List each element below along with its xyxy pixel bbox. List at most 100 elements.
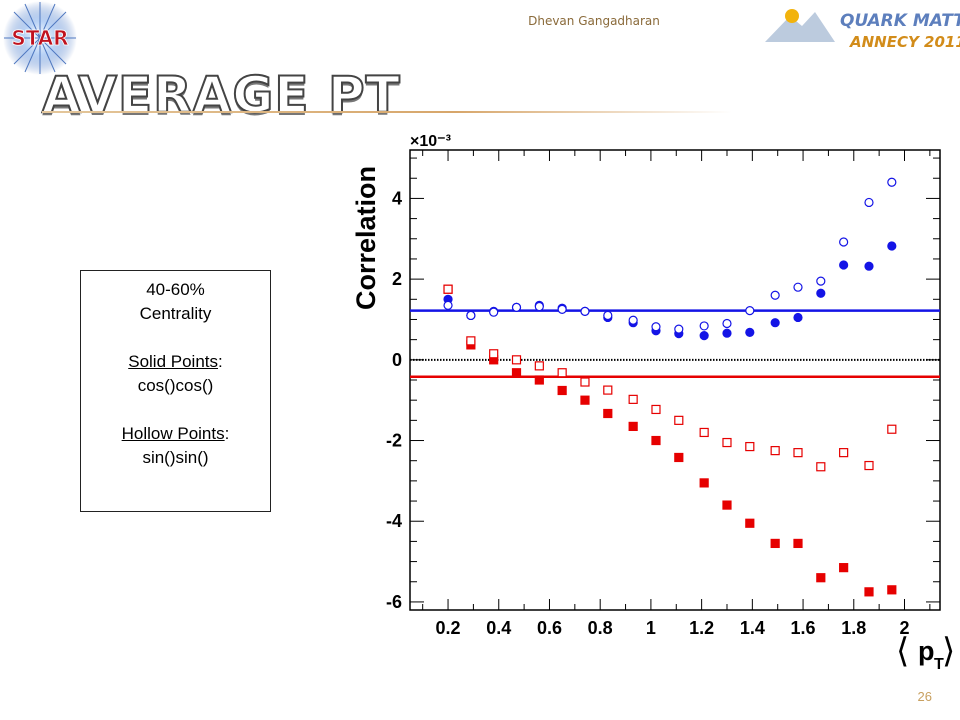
solid-red-square-point: [557, 385, 567, 396]
x-tick-label: 2: [899, 618, 909, 638]
y-tick-label: -4: [386, 511, 402, 531]
solid-red-square-point: [628, 421, 638, 432]
solid-red-square-point: [603, 408, 613, 419]
logo-line2: ANNECY 2011: [849, 33, 960, 51]
title-rule: [42, 111, 732, 113]
solid-blue-circle-point: [839, 260, 849, 270]
x-tick-label: 1.8: [841, 618, 866, 638]
x-tick-label: 0.8: [588, 618, 613, 638]
solid-red-square-point: [793, 538, 803, 549]
y-tick-label: 4: [392, 188, 402, 208]
x-tick-label: 0.6: [537, 618, 562, 638]
solid-blue-circle-point: [722, 328, 732, 338]
hollow-red-square-point: [534, 361, 544, 371]
centrality-label: Centrality: [139, 304, 212, 323]
x-tick-label: 1.4: [740, 618, 765, 638]
hollow-points-colon: :: [224, 424, 230, 443]
plot-frame: [409, 149, 941, 611]
hollow-blue-circle-point: [651, 322, 661, 332]
hollow-blue-circle-point: [839, 237, 849, 247]
solid-points-label: Solid Points: [128, 352, 219, 371]
hollow-red-square-point: [839, 448, 849, 458]
y-tick-label: -6: [386, 592, 402, 612]
hollow-blue-circle-point: [722, 318, 732, 329]
solid-red-square-point: [699, 478, 709, 488]
hollow-blue-circle-point: [770, 290, 780, 300]
solid-red-square-point: [580, 395, 590, 405]
hollow-blue-circle-point: [628, 315, 638, 325]
correlation-chart: 0.2 0.4 0.6 0.8 1 1.2 1.4 1.6 1.8 2 -6 -4 -2 0 2 4 ×10⁻…: [351, 133, 955, 673]
solid-blue-circle-point: [864, 261, 874, 271]
hollow-red-square-point: [511, 355, 522, 365]
hollow-red-square-point: [603, 385, 613, 395]
slide-title: AVERAGE PT: [41, 65, 401, 125]
quark-matter-logo: QUARK MATTER ANNECY 2011: [765, 9, 960, 51]
y-multiplier-label: ×10⁻³: [410, 133, 451, 150]
star-logo-text: STAR: [11, 26, 68, 50]
hollow-blue-circle-point: [511, 302, 522, 312]
x-tick-label: 1: [646, 618, 656, 638]
hollow-blue-circle-point: [489, 307, 499, 317]
author-name: Dhevan Gangadharan: [528, 14, 660, 28]
star-logo: STAR: [3, 1, 77, 75]
hollow-points-row: Hollow Points:: [81, 422, 270, 446]
logo-line1: QUARK MATTER: [840, 11, 960, 31]
hollow-blue-circle-point: [793, 282, 803, 292]
hollow-red-square-point: [887, 424, 897, 434]
solid-points-row: Solid Points:: [81, 350, 270, 374]
hollow-red-square-point: [722, 437, 732, 448]
y-tick-label: 2: [392, 269, 402, 289]
hollow-blue-circle-point: [699, 321, 709, 331]
x-tick-label: 1.6: [791, 618, 816, 638]
solid-blue-circle-point: [745, 327, 755, 337]
hollow-red-square-point: [674, 415, 684, 425]
hollow-points-value: sin()sin(): [142, 448, 209, 467]
x-tick-label: 0.2: [436, 618, 461, 638]
hollow-red-square-point: [745, 441, 755, 452]
solid-points-colon: :: [218, 352, 223, 371]
solid-red-square-point: [651, 435, 661, 446]
solid-red-square-point: [816, 573, 826, 583]
solid-red-square-point: [887, 585, 897, 595]
solid-red-square-point: [745, 518, 755, 528]
solid-blue-circle-point: [816, 288, 826, 298]
hollow-blue-circle-point: [557, 304, 567, 314]
hollow-red-square-point: [816, 462, 826, 472]
hollow-red-square-point: [793, 448, 803, 458]
hollow-red-square-point: [628, 394, 638, 404]
tick-labels: 0.2 0.4 0.6 0.8 1 1.2 1.4 1.6 1.8 2 -6 -4 -2 0 2 4: [386, 188, 910, 638]
x-tick-label: 0.4: [486, 618, 511, 638]
hollow-blue-circle-point: [745, 305, 755, 316]
solid-points-value: cos()cos(): [137, 376, 214, 395]
x-title-bracket-right: ⟩: [942, 631, 955, 671]
hollow-red-square-point: [557, 368, 567, 378]
solid-blue-circle-point: [793, 312, 803, 323]
hollow-blue-circle-point: [603, 310, 613, 321]
solid-red-square-point: [770, 538, 780, 549]
x-tick-label: 1.2: [689, 618, 714, 638]
data-points: [443, 177, 897, 597]
hollow-red-square-point: [489, 349, 499, 359]
solid-red-square-point: [839, 563, 849, 573]
x-title-bracket-left: ⟨: [896, 631, 909, 671]
hollow-blue-circle-point: [466, 310, 476, 321]
x-title-p: p: [918, 636, 935, 666]
info-box: 40-60% Centrality Solid Points: cos()cos…: [80, 270, 271, 512]
page-number: 26: [917, 689, 932, 704]
hollow-points-label: Hollow Points: [121, 424, 225, 443]
hollow-blue-circle-point: [674, 324, 684, 334]
solid-blue-circle-point: [770, 318, 780, 328]
hollow-blue-circle-point: [443, 300, 453, 310]
y-axis-title: Correlation: [351, 166, 381, 310]
hollow-red-square-point: [580, 377, 590, 387]
solid-red-square-point: [534, 375, 544, 385]
hollow-red-square-point: [651, 404, 661, 415]
x-axis-title: ⟨ p T ⟩: [896, 631, 955, 673]
solid-red-square-point: [864, 587, 874, 597]
hollow-red-square-point: [770, 446, 780, 456]
hollow-red-square-point: [699, 427, 709, 438]
solid-red-square-point: [722, 500, 732, 510]
hollow-blue-circle-point: [864, 197, 874, 208]
reference-lines: [410, 309, 940, 379]
centrality-value: 40-60%: [146, 280, 205, 299]
